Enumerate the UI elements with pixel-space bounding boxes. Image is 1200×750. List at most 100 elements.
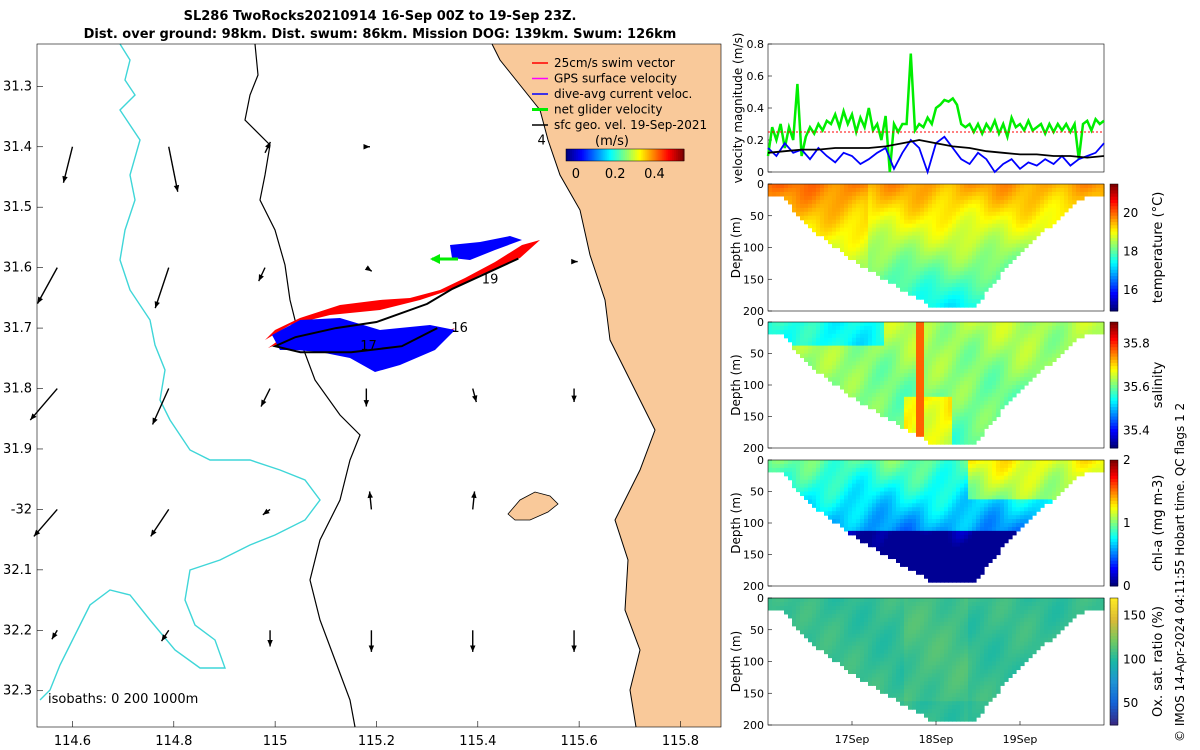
heatmap-cell	[968, 526, 973, 532]
heatmap-cell	[996, 349, 1001, 355]
heatmap-cell	[948, 562, 953, 567]
heatmap-cell	[884, 357, 889, 362]
heatmap-cell	[1040, 460, 1045, 465]
heatmap-cell	[840, 195, 845, 201]
heatmap-cell	[944, 191, 949, 197]
heatmap-cell	[908, 392, 913, 398]
heatmap-cell	[948, 460, 953, 465]
heatmap-cell	[872, 463, 877, 469]
heatmap-cell	[820, 617, 825, 623]
heatmap-cell	[932, 467, 937, 473]
heatmap-cell	[976, 329, 981, 335]
heatmap-cell	[1044, 361, 1049, 366]
heatmap-cell	[1080, 463, 1085, 469]
heatmap-cell	[864, 388, 869, 394]
heatmap-cell	[928, 341, 933, 347]
heatmap-cell	[872, 460, 877, 465]
heatmap-cell	[956, 412, 961, 418]
heatmap-cell	[852, 479, 857, 485]
heatmap-cell	[860, 479, 865, 485]
heatmap-cell	[952, 247, 957, 253]
heatmap-cell	[996, 369, 1001, 374]
heatmap-cell	[780, 325, 785, 331]
heatmap-cell	[976, 574, 981, 579]
heatmap-cell	[1020, 499, 1025, 504]
heatmap-cell	[1020, 523, 1025, 528]
heatmap-cell	[984, 523, 989, 528]
map-colorbar-cell	[583, 149, 587, 161]
heatmap-cell	[896, 203, 901, 209]
heatmap-cell	[828, 515, 833, 520]
heatmap-cell	[1008, 388, 1013, 394]
heatmap-cell	[984, 408, 989, 414]
heatmap-cell	[948, 416, 953, 422]
heatmap-cell	[980, 487, 985, 493]
heatmap-cell	[812, 341, 817, 347]
heatmap-cell	[916, 385, 921, 390]
heatmap-cell	[900, 199, 905, 205]
heatmap-cell	[1048, 460, 1053, 465]
colorbar-cell	[1110, 397, 1118, 402]
heatmap-cell	[904, 483, 909, 489]
heatmap-cell	[904, 223, 909, 229]
heatmap-cell	[1000, 325, 1005, 331]
heatmap-cell	[972, 373, 977, 378]
heatmap-cell	[816, 633, 821, 639]
heatmap-cell	[948, 538, 953, 544]
heatmap-cell	[976, 432, 981, 437]
heatmap-cell	[876, 239, 881, 245]
heatmap-cell	[916, 396, 921, 402]
heatmap-cell	[980, 353, 985, 359]
heatmap-cell	[1044, 463, 1049, 469]
heatmap-cell	[836, 195, 841, 201]
heatmap-cell	[952, 440, 957, 445]
heatmap-cell	[812, 609, 817, 615]
heatmap-cell	[944, 255, 949, 261]
heatmap-cell	[1056, 329, 1061, 335]
heatmap-cell	[1064, 471, 1069, 477]
heatmap-cell	[860, 239, 865, 245]
heatmap-cell	[908, 211, 913, 217]
heatmap-cell	[980, 491, 985, 497]
heatmap-cell	[948, 381, 953, 386]
heatmap-cell	[940, 463, 945, 469]
heatmap-cell	[872, 467, 877, 473]
heatmap-cell	[952, 303, 957, 308]
heatmap-cell	[936, 341, 941, 347]
heatmap-cell	[940, 247, 945, 253]
map-xtick-label: 115.6	[561, 734, 598, 749]
heatmap-cell	[1020, 203, 1025, 209]
heatmap-cell	[1044, 483, 1049, 489]
heatmap-cell	[816, 207, 821, 213]
heatmap-cell	[1040, 223, 1045, 229]
heatmap-cell	[772, 187, 777, 193]
colorbar-cell	[1110, 263, 1118, 268]
heatmap-cell	[960, 287, 965, 292]
heatmap-cell	[812, 491, 817, 497]
heatmap-cell	[964, 325, 969, 331]
heatmap-cell	[816, 621, 821, 627]
heatmap-cell	[828, 475, 833, 481]
heatmap-cell	[968, 263, 973, 268]
heatmap-cell	[964, 460, 969, 465]
heatmap-cell	[952, 475, 957, 481]
heatmap-cell	[964, 420, 969, 425]
heatmap-cell	[984, 460, 989, 465]
colorbar-cell	[1110, 369, 1118, 373]
heatmap-cell	[900, 275, 905, 280]
heatmap-cell	[900, 534, 905, 540]
heatmap-cell	[984, 255, 989, 261]
heatmap-cell	[1020, 227, 1025, 233]
heatmap-cell	[984, 475, 989, 481]
colorbar-cell	[1110, 475, 1118, 480]
heatmap-cell	[924, 243, 929, 249]
heatmap-cell	[892, 515, 897, 520]
heatmap-cell	[956, 507, 961, 512]
map-colorbar-cell	[674, 149, 677, 161]
velocity-series-line	[766, 53, 1105, 173]
heatmap-cell	[844, 227, 849, 233]
heatmap-cell	[1044, 199, 1049, 205]
heatmap-cell	[1068, 471, 1073, 477]
heatmap-cell	[892, 333, 897, 339]
heatmap-cell	[972, 187, 977, 193]
